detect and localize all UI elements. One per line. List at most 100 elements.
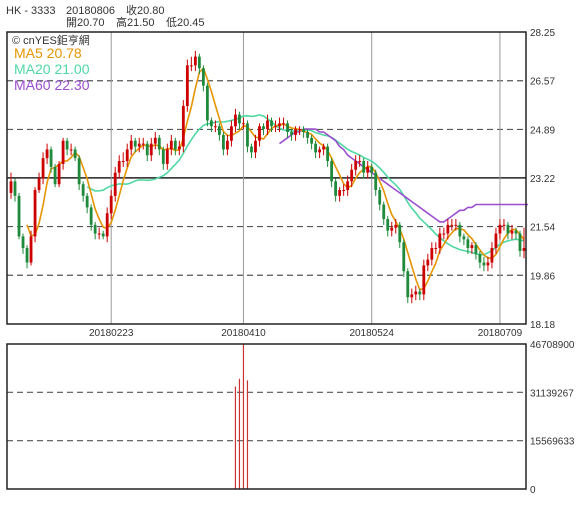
candle-body — [478, 253, 482, 263]
candle-body — [466, 239, 470, 249]
candle-body — [157, 137, 161, 150]
candle-body — [454, 224, 458, 226]
candle-body — [430, 248, 434, 260]
candle-body — [474, 245, 478, 254]
candle-body — [197, 56, 201, 69]
candle-body — [298, 129, 301, 131]
date-tick-label: 20180410 — [221, 328, 266, 339]
candle-body — [93, 224, 97, 234]
candle-body — [77, 158, 81, 185]
legend-ma20: MA20 21.00 — [14, 61, 90, 77]
candle-body — [322, 146, 326, 150]
candle-body — [97, 233, 101, 235]
candle-body — [45, 149, 49, 159]
candle-body — [73, 149, 77, 159]
price-tick-label: 21.54 — [530, 223, 555, 234]
candle-body — [350, 169, 354, 182]
candle-body — [358, 161, 362, 163]
price-tick-label: 24.89 — [530, 125, 555, 136]
date-tick-label: 20180223 — [89, 328, 134, 339]
candle-body — [514, 230, 518, 234]
candle-body — [137, 143, 141, 147]
open-price: 開20.70 — [66, 16, 105, 29]
candle-body — [189, 65, 193, 67]
candle-body — [230, 126, 233, 141]
candle-body — [374, 172, 378, 191]
candle-body — [85, 195, 89, 208]
candle-body — [61, 140, 65, 164]
candle-body — [294, 129, 297, 135]
volume-panel: 46708900 31139267 15569633 0 — [6, 340, 575, 496]
candle-body — [254, 140, 257, 153]
candle-body — [121, 161, 125, 163]
candle-body — [418, 291, 422, 295]
candle-body — [330, 161, 334, 182]
candle-body — [57, 163, 61, 185]
candle-body — [306, 132, 309, 138]
candle-body — [410, 294, 414, 298]
candle-body — [326, 146, 330, 162]
candle-body — [318, 149, 322, 153]
candle-body — [185, 65, 189, 106]
volume-panel-frame — [6, 343, 527, 490]
candle-body — [290, 132, 293, 135]
volume-tick-label: 0 — [530, 485, 536, 496]
candle-body — [193, 56, 197, 66]
candle-body — [89, 207, 93, 225]
candle-body — [33, 190, 37, 237]
price-tick-label: 18.18 — [530, 320, 555, 331]
candle-body — [53, 166, 57, 185]
date-label: 20180806 — [66, 5, 115, 17]
volume-grid — [7, 391, 526, 442]
candle-body — [145, 143, 149, 156]
candle-body — [201, 68, 205, 86]
candle-body — [165, 149, 169, 164]
candle-body — [302, 129, 305, 133]
candle-body — [366, 166, 370, 173]
candle-body — [494, 233, 498, 249]
legend-ma5: MA5 20.78 — [14, 45, 82, 61]
volume-tick-label: 46708900 — [530, 340, 575, 351]
candle-body — [238, 114, 241, 124]
ma20-line — [86, 114, 525, 256]
close-price: 收20.80 — [126, 3, 165, 17]
candle-body — [402, 242, 406, 272]
candle-body — [213, 126, 217, 128]
candle-body — [125, 149, 129, 162]
price-axis: 28.25 26.57 24.89 23.22 21.54 19.86 18.18 — [530, 28, 555, 331]
candle-body — [394, 224, 398, 228]
candle-body — [446, 224, 450, 234]
price-grid — [7, 32, 526, 324]
candle-body — [518, 233, 522, 251]
candle-body — [37, 178, 41, 191]
candle-body — [378, 190, 382, 205]
low-price: 低20.45 — [166, 16, 205, 29]
candle-body — [101, 233, 105, 237]
candle-body — [181, 105, 185, 147]
candle-body — [278, 123, 281, 127]
candle-body — [482, 262, 486, 266]
symbol-label: HK - 3333 — [6, 5, 56, 17]
date-axis: 20180223 20180410 20180524 20180709 — [89, 328, 523, 339]
candle-body — [282, 123, 285, 125]
candle-body — [205, 85, 209, 121]
candle-body — [246, 123, 249, 147]
candle-body — [390, 227, 394, 231]
price-tick-label: 26.57 — [530, 77, 555, 88]
price-panel-frame — [6, 31, 527, 325]
candle-body — [334, 181, 338, 196]
candle-body — [153, 137, 157, 144]
candle-body — [398, 224, 402, 243]
candle-body — [274, 126, 277, 128]
candle-body — [310, 137, 313, 144]
candle-body — [422, 265, 426, 295]
candle-body — [442, 233, 446, 235]
candle-body — [113, 172, 117, 196]
candle-body — [434, 248, 438, 250]
candle-body — [209, 120, 213, 127]
candle-body — [133, 140, 137, 147]
candle-body — [9, 181, 13, 193]
candle-body — [234, 114, 237, 127]
candle-body — [177, 146, 181, 150]
